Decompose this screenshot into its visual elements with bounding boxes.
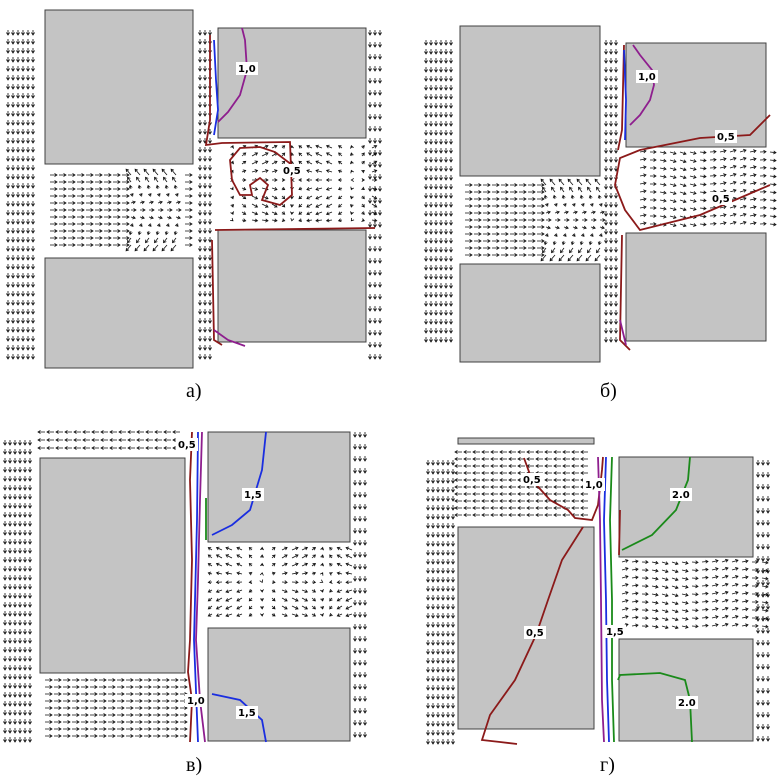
building-block-b-bottom-left xyxy=(459,263,601,363)
isoline-a-blue xyxy=(213,39,219,136)
isoline-label-v-3: 1,0 xyxy=(187,696,205,707)
panel-caption-v: в) xyxy=(186,754,203,776)
building-block-b-bottom-right xyxy=(625,232,767,342)
isoline-label-v-1: 0,5 xyxy=(178,440,196,451)
isoline-g-blue-1-5 xyxy=(603,456,610,743)
isoline-label-g-5: 1,5 xyxy=(606,627,624,638)
isoline-label-b-1: 1,0 xyxy=(638,72,656,83)
panel-g xyxy=(457,437,754,745)
panel-v xyxy=(39,431,351,743)
panel-caption-g: г) xyxy=(600,754,615,776)
isoline-label-a-2: 0,5 xyxy=(283,166,301,177)
isoline-a-purple-1-0 xyxy=(213,27,248,347)
building-block-v-left xyxy=(39,457,186,674)
building-block-b-top-right xyxy=(625,42,767,148)
building-block-a-top-left xyxy=(44,9,194,165)
isoline-g-purple xyxy=(597,456,605,743)
isoline-label-b-3: 0,5 xyxy=(712,194,730,205)
building-block-b-top-left xyxy=(459,25,601,177)
building-block-v-top-right xyxy=(207,431,351,543)
isoline-label-v-2: 1,5 xyxy=(244,490,262,501)
isoline-b-blue xyxy=(623,49,627,141)
isoline-label-b-2: 0,5 xyxy=(717,132,735,143)
isoline-label-g-6: 2.0 xyxy=(678,698,696,709)
building-block-a-top-right xyxy=(217,27,367,139)
building-block-a-bottom-left xyxy=(44,257,194,369)
isoline-label-a-1: 1,0 xyxy=(238,64,256,75)
panel-caption-a: а) xyxy=(186,380,202,402)
panel-a xyxy=(44,9,376,369)
isoline-labels: 1,0 0,5 1,0 0,5 0,5 0,5 1,5 1,0 1,5 0,5 … xyxy=(176,62,737,719)
isoline-label-g-2: 1,0 xyxy=(585,480,603,491)
isoline-label-g-3: 2.0 xyxy=(672,490,690,501)
building-strip-g-top xyxy=(457,437,595,445)
building-block-g-bottom-right xyxy=(618,638,754,742)
isoline-b-purple-1-0 xyxy=(619,44,655,346)
panel-caption-b: б) xyxy=(600,380,617,402)
isoline-label-v-4: 1,5 xyxy=(238,708,256,719)
building-block-v-bottom-right xyxy=(207,627,351,742)
isoline-label-g-4: 0,5 xyxy=(526,628,544,639)
isoline-label-g-1: 0,5 xyxy=(523,475,541,486)
isoline-a-red-0-5 xyxy=(204,35,376,346)
building-block-a-bottom-right xyxy=(217,229,367,343)
